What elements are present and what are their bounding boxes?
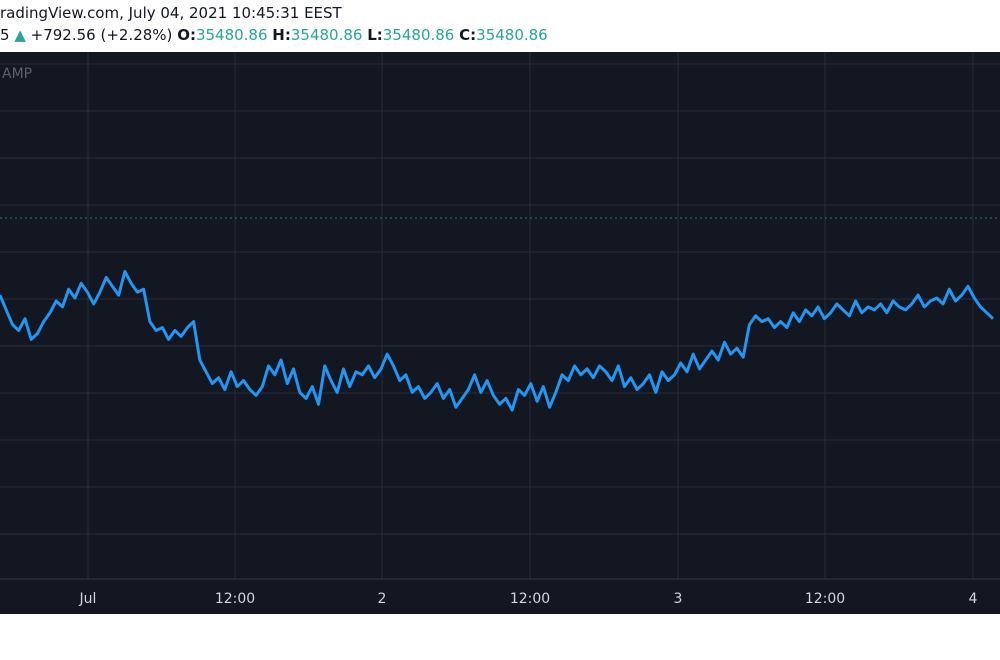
ohlc-line: 5 ▲ +792.56 (+2.28%) O:35480.86 H:35480.…	[0, 26, 548, 44]
x-tick-label: 2	[378, 591, 387, 607]
x-tick-label: 12:00	[215, 591, 255, 607]
change-prefix: 5	[0, 26, 10, 44]
up-arrow-icon: ▲	[14, 26, 26, 44]
low-label: L:	[367, 26, 383, 44]
x-tick-label: 12:00	[805, 591, 845, 607]
close-value: 35480.86	[476, 26, 548, 44]
high-value: 35480.86	[290, 26, 363, 44]
price-series-line	[0, 270, 995, 412]
bottom-area	[0, 614, 1000, 660]
price-chart[interactable]: Jul 12:00 2 12:00 3 12:00 4 AMP	[0, 52, 1000, 614]
open-label: O:	[177, 26, 196, 44]
open-value: 35480.86	[195, 26, 268, 44]
watermark-text: AMP	[2, 66, 32, 82]
x-tick-label: 12:00	[510, 591, 550, 607]
chart-panel[interactable]: Jul 12:00 2 12:00 3 12:00 4 AMP	[0, 52, 1000, 614]
x-tick-label: Jul	[79, 591, 97, 607]
high-label: H:	[272, 26, 291, 44]
source-line: radingView.com, July 04, 2021 10:45:31 E…	[0, 4, 342, 22]
x-tick-label: 4	[969, 591, 978, 607]
change-value: +792.56 (+2.28%)	[30, 26, 173, 44]
low-value: 35480.86	[382, 26, 455, 44]
close-label: C:	[459, 26, 477, 44]
chart-header: radingView.com, July 04, 2021 10:45:31 E…	[0, 0, 1000, 52]
x-tick-label: 3	[674, 591, 683, 607]
